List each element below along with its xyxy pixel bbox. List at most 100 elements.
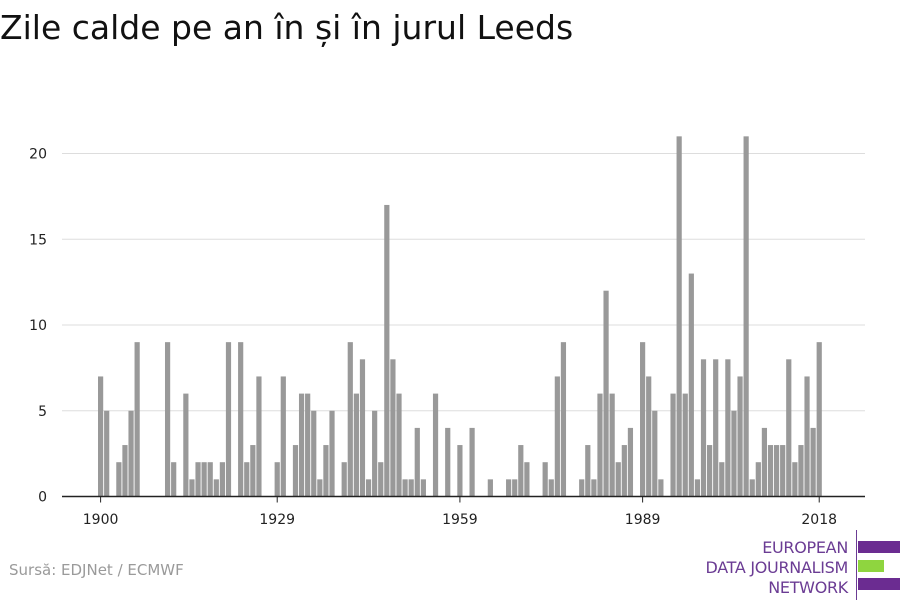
bar-2018 (816, 342, 822, 497)
bar-1904 (122, 445, 128, 497)
bar-1938 (329, 410, 335, 497)
bar-1929 (274, 462, 280, 497)
bar-1990 (646, 376, 652, 497)
logo-divider (856, 530, 857, 600)
y-tick-label: 10 (29, 318, 47, 334)
logo-line-2: DATA JOURNALISM (705, 558, 849, 577)
bar-1995 (676, 136, 682, 497)
bar-1968 (512, 479, 518, 497)
bar-1948 (390, 359, 396, 497)
bar-1976 (560, 342, 567, 497)
y-tick-label: 15 (29, 232, 47, 248)
x-tick-label: 1989 (625, 512, 661, 528)
grid-lines (62, 153, 865, 412)
bar-1951 (408, 479, 414, 497)
bar-2004 (731, 410, 737, 497)
bar-1901 (104, 410, 110, 497)
bar-1947 (384, 204, 390, 497)
bar-1981 (591, 479, 597, 497)
x-tick-label: 1959 (442, 512, 478, 528)
bar-1987 (627, 427, 634, 497)
bar-1974 (548, 479, 554, 497)
logo-green-bar (858, 560, 884, 572)
bar-1940 (341, 462, 347, 497)
bar-1912 (171, 462, 177, 497)
y-tick-label: 5 (38, 404, 47, 420)
bar-2016 (804, 376, 810, 497)
bar-1944 (365, 479, 372, 497)
bar-1985 (615, 462, 621, 497)
bar-1921 (225, 342, 232, 497)
bar-1926 (256, 376, 262, 497)
bar-1919 (213, 479, 219, 497)
bar-1964 (487, 479, 493, 497)
bar-1991 (652, 410, 658, 497)
bar-1979 (579, 479, 585, 497)
bar-1933 (298, 393, 305, 497)
bar-1961 (469, 427, 475, 497)
bar-1916 (195, 462, 201, 497)
bar-1946 (378, 462, 384, 497)
bar-1936 (317, 479, 323, 497)
bar-2017 (810, 427, 816, 497)
bar-1980 (585, 445, 591, 497)
bar-1989 (640, 342, 646, 497)
y-tick-label: 0 (38, 490, 47, 506)
bar-1999 (700, 359, 707, 497)
bar-1905 (128, 410, 134, 497)
bar-2010 (767, 445, 774, 497)
bar-1911 (164, 342, 171, 497)
bar-1924 (244, 462, 250, 497)
bar-1914 (183, 393, 189, 497)
bar-1903 (116, 462, 122, 497)
bar-2013 (786, 359, 792, 497)
logo-purple-bar-top (858, 541, 900, 553)
logo-line-3: NETWORK (768, 578, 848, 597)
bar-2015 (798, 445, 804, 497)
bar-2001 (713, 359, 719, 497)
bar-1900 (98, 376, 104, 497)
bar-1998 (694, 479, 701, 497)
bar-1953 (420, 479, 426, 497)
bar-1967 (506, 479, 512, 497)
bar-1918 (207, 462, 213, 497)
bar-1996 (682, 393, 688, 497)
bar-1973 (542, 462, 548, 497)
bar-1934 (305, 393, 311, 497)
logo-line-1: EUROPEAN (762, 538, 848, 557)
edjnet-logo: EUROPEAN DATA JOURNALISM NETWORK (700, 530, 900, 600)
bar-2011 (773, 445, 780, 497)
bar-1983 (603, 290, 609, 497)
bar-1959 (457, 445, 463, 497)
bar-1915 (189, 479, 195, 497)
bar-1969 (518, 445, 524, 497)
bar-2014 (792, 462, 798, 497)
x-tick-label: 2018 (801, 512, 837, 528)
y-tick-label: 20 (29, 147, 47, 163)
bars (98, 136, 822, 497)
bar-2002 (719, 462, 725, 497)
bar-1984 (609, 393, 615, 497)
bar-1955 (432, 393, 439, 497)
bar-1970 (524, 462, 530, 497)
bar-2009 (761, 427, 768, 497)
bar-1935 (311, 410, 317, 497)
bar-1906 (134, 342, 140, 497)
bar-1943 (359, 359, 366, 497)
x-tick-label: 1929 (259, 512, 295, 528)
bar-2008 (755, 462, 761, 497)
bar-1992 (658, 479, 664, 497)
bar-1945 (372, 410, 378, 497)
logo-purple-bar-bottom (858, 578, 900, 590)
bar-2003 (725, 359, 731, 497)
bar-1941 (347, 342, 353, 497)
bar-1937 (323, 445, 329, 497)
bar-1997 (688, 273, 694, 497)
bar-1949 (396, 393, 402, 497)
bar-1920 (219, 462, 225, 497)
bar-2012 (780, 445, 786, 497)
bar-1986 (621, 445, 627, 497)
bar-1932 (292, 445, 299, 497)
x-tick-label: 1900 (83, 512, 119, 528)
